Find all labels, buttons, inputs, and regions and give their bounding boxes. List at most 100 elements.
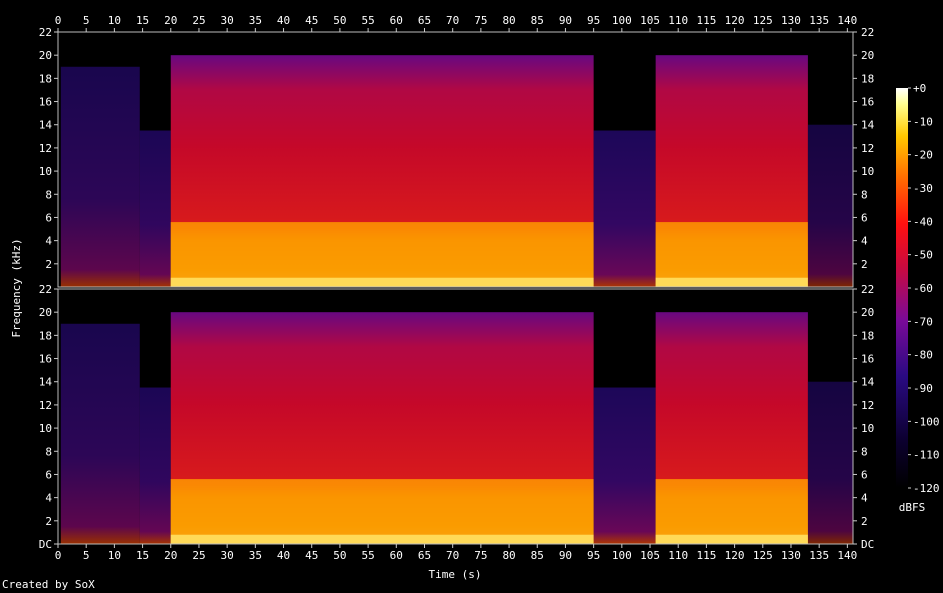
x-tick-label: 110 <box>668 14 688 27</box>
segment-0 <box>60 66 140 287</box>
y-tick-label: 8 <box>861 445 868 458</box>
x-tick-label: 5 <box>83 549 90 562</box>
x-axis-label: Time (s) <box>429 568 482 581</box>
y-tick-label: 6 <box>861 468 868 481</box>
segment-5 <box>807 381 853 544</box>
y-tick-label: 8 <box>861 188 868 201</box>
x-tick-label: 85 <box>531 549 544 562</box>
low-band-4 <box>655 479 808 544</box>
y-tick-label: 16 <box>861 353 874 366</box>
x-tick-label: 45 <box>305 549 318 562</box>
y-tick-label: 8 <box>45 445 52 458</box>
x-tick-label: 125 <box>753 549 773 562</box>
x-tick-label: 65 <box>418 14 431 27</box>
colorbar-tick-label: +0 <box>913 82 926 95</box>
x-tick-label: 25 <box>192 549 205 562</box>
x-tick-label: 5 <box>83 14 90 27</box>
x-tick-label: 115 <box>696 549 716 562</box>
colorbar-tick-label: -50 <box>913 249 933 262</box>
y-tick-label: 6 <box>861 211 868 224</box>
y-tick-label: 2 <box>45 515 52 528</box>
x-tick-label: 105 <box>640 549 660 562</box>
x-tick-label: 115 <box>696 14 716 27</box>
colorbar-tick-label: -90 <box>913 382 933 395</box>
y-tick-label: 4 <box>861 492 868 505</box>
x-tick-label: 90 <box>559 14 572 27</box>
x-tick-label: 85 <box>531 14 544 27</box>
segment-3 <box>593 387 656 544</box>
y-tick-label: 18 <box>39 329 52 342</box>
y-tick-label: 20 <box>861 306 874 319</box>
x-tick-label: 95 <box>587 14 600 27</box>
colorbar-tick-label: -110 <box>913 449 940 462</box>
x-tick-label: 65 <box>418 549 431 562</box>
x-tick-label: 120 <box>725 549 745 562</box>
segment-5 <box>807 124 853 288</box>
y-tick-label: 8 <box>45 188 52 201</box>
x-tick-label: 130 <box>781 549 801 562</box>
y-tick-label: 10 <box>861 422 874 435</box>
x-tick-label: 0 <box>55 549 62 562</box>
colorbar-tick-label: -60 <box>913 282 933 295</box>
y-tick-label: 10 <box>861 165 874 178</box>
y-tick-label: 18 <box>39 72 52 85</box>
x-tick-label: 40 <box>277 14 290 27</box>
y-tick-label: 22 <box>861 26 874 39</box>
y-tick-label: 20 <box>861 49 874 62</box>
colorbar-tick-label: -10 <box>913 115 933 128</box>
x-tick-label: 25 <box>192 14 205 27</box>
x-tick-label: 75 <box>474 549 487 562</box>
x-tick-label: 55 <box>361 549 374 562</box>
y-tick-label: 4 <box>45 492 52 505</box>
x-tick-label: 95 <box>587 549 600 562</box>
y-tick-label: 16 <box>861 96 874 109</box>
x-tick-label: 110 <box>668 549 688 562</box>
colorbar-tick-label: -80 <box>913 349 933 362</box>
x-tick-label: 105 <box>640 14 660 27</box>
credit-text: Created by SoX <box>2 578 95 591</box>
x-tick-label: 80 <box>502 549 515 562</box>
y-tick-label: DC <box>861 538 874 551</box>
base-band-2 <box>170 534 594 544</box>
colorbar-tick-label: -120 <box>913 482 940 495</box>
x-tick-label: 125 <box>753 14 773 27</box>
colorbar-label: dBFS <box>899 501 926 514</box>
x-tick-label: 35 <box>249 14 262 27</box>
x-axis: 0055101015152020252530303535404045455050… <box>55 14 858 562</box>
y-tick-label: 2 <box>861 258 868 271</box>
x-tick-label: 135 <box>809 549 829 562</box>
segment-1 <box>139 130 171 287</box>
colorbar-tick-label: -20 <box>913 149 933 162</box>
x-tick-label: 0 <box>55 14 62 27</box>
y-tick-label: 22 <box>39 26 52 39</box>
x-tick-label: 50 <box>333 14 346 27</box>
x-tick-label: 130 <box>781 14 801 27</box>
y-tick-label: 6 <box>45 211 52 224</box>
x-tick-label: 60 <box>390 549 403 562</box>
y-tick-label: 10 <box>39 422 52 435</box>
y-tick-label: 6 <box>45 468 52 481</box>
y-tick-label: 2 <box>45 258 52 271</box>
colorbar-tick-label: -70 <box>913 315 933 328</box>
y-tick-label: 14 <box>861 376 875 389</box>
colorbar: +0 -10 -20 -30 -40 -50 -60 -70 -80 -90 -100 -110 -12… <box>896 82 940 495</box>
y-tick-label: DC <box>39 538 52 551</box>
x-tick-label: 140 <box>837 549 857 562</box>
x-tick-label: 100 <box>612 14 632 27</box>
y-tick-label: 18 <box>861 72 874 85</box>
base-band-4 <box>655 534 808 544</box>
base-band-4 <box>655 277 808 287</box>
colorbar-tick-label: -40 <box>913 215 933 228</box>
y-tick-label: 2 <box>861 515 868 528</box>
x-tick-label: 90 <box>559 549 572 562</box>
x-tick-label: 140 <box>837 14 857 27</box>
x-tick-label: 10 <box>108 549 121 562</box>
segment-1 <box>139 387 171 544</box>
y-axis-label: Frequency (kHz) <box>10 238 23 337</box>
x-tick-label: 120 <box>725 14 745 27</box>
colorbar-tick-label: -100 <box>913 415 940 428</box>
x-tick-label: 10 <box>108 14 121 27</box>
